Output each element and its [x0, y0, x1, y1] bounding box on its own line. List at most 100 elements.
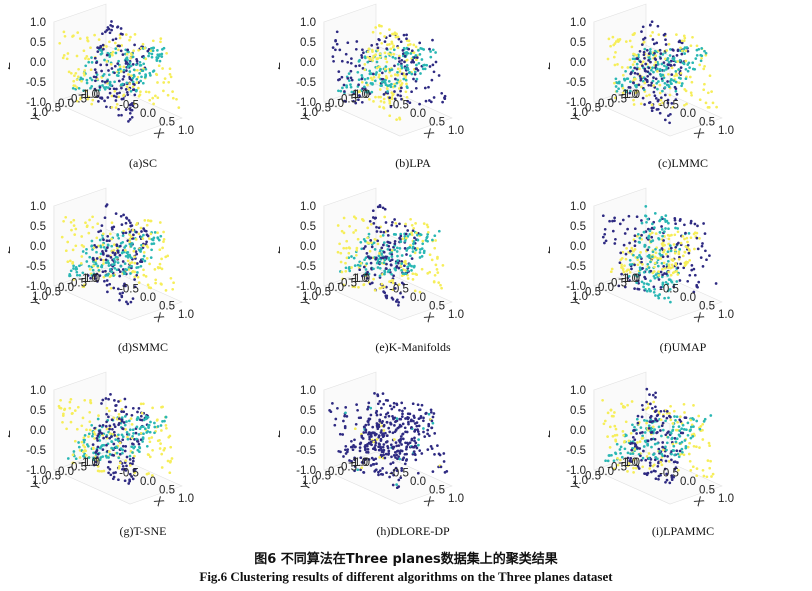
point-cluster_3 [370, 241, 373, 244]
point-cluster_2 [427, 412, 431, 416]
point-cluster_3 [372, 54, 375, 58]
point-cluster_3 [345, 239, 349, 243]
point-cluster_3 [167, 80, 171, 84]
point-cluster_2 [149, 256, 153, 259]
point-cluster_2 [657, 237, 661, 241]
point-cluster_2 [135, 88, 138, 92]
point-cluster_1 [386, 399, 390, 402]
x-tick-label: 0.0 [410, 108, 426, 120]
point-cluster_1 [136, 410, 139, 414]
point-cluster_3 [155, 73, 159, 77]
point-cluster_2 [395, 81, 399, 85]
point-cluster_2 [78, 264, 81, 268]
point-cluster_1 [103, 279, 106, 283]
point-cluster_3 [662, 448, 665, 452]
point-cluster_1 [98, 274, 102, 277]
point-cluster_2 [417, 438, 420, 441]
point-cluster_1 [360, 435, 364, 439]
point-cluster_1 [101, 79, 104, 83]
point-cluster_1 [134, 431, 138, 435]
point-cluster_2 [406, 51, 410, 55]
point-cluster_3 [146, 219, 150, 222]
point-cluster_2 [663, 81, 667, 85]
point-cluster_3 [674, 263, 678, 267]
point-cluster_2 [151, 238, 155, 242]
point-cluster_1 [690, 264, 694, 267]
point-cluster_3 [711, 472, 715, 476]
point-cluster_3 [378, 24, 381, 28]
point-cluster_3 [611, 35, 615, 39]
point-cluster_1 [672, 49, 675, 52]
point-cluster_1 [654, 417, 657, 421]
point-cluster_1 [603, 232, 607, 236]
y-tick-label: -1.0 [350, 89, 370, 101]
point-cluster_3 [413, 289, 417, 293]
point-cluster_3 [149, 49, 153, 53]
point-cluster_1 [121, 231, 125, 235]
x-tick-label: -0.5 [119, 100, 139, 112]
point-cluster_1 [427, 424, 431, 428]
point-cluster_1 [121, 444, 125, 448]
point-cluster_1 [358, 268, 362, 272]
point-cluster_1 [416, 471, 420, 475]
point-cluster_1 [382, 453, 385, 457]
point-cluster_2 [660, 275, 664, 279]
point-cluster_3 [422, 222, 426, 225]
point-cluster_3 [141, 244, 145, 247]
point-cluster_2 [114, 47, 118, 50]
point-cluster_1 [344, 52, 348, 56]
point-cluster_1 [658, 48, 662, 52]
point-cluster_3 [621, 91, 625, 95]
point-cluster_3 [163, 447, 167, 450]
point-cluster_1 [117, 422, 121, 425]
point-cluster_3 [434, 263, 438, 267]
point-cluster_1 [431, 63, 435, 67]
point-cluster_3 [120, 44, 124, 47]
point-cluster_2 [396, 254, 399, 258]
point-cluster_1 [667, 430, 670, 434]
point-cluster_1 [144, 229, 148, 233]
point-cluster_2 [101, 455, 105, 458]
point-cluster_1 [331, 46, 335, 49]
z-tick-label: -0.5 [296, 77, 316, 89]
point-cluster_1 [125, 300, 128, 304]
point-cluster_3 [387, 52, 390, 56]
point-cluster_1 [637, 467, 641, 470]
point-cluster_3 [699, 424, 703, 428]
point-cluster_3 [82, 436, 86, 440]
point-cluster_1 [617, 284, 621, 288]
point-cluster_3 [667, 42, 671, 46]
point-cluster_1 [429, 100, 433, 104]
point-cluster_3 [709, 459, 712, 463]
point-cluster_1 [669, 112, 672, 116]
point-cluster_3 [84, 454, 88, 457]
point-cluster_3 [698, 98, 702, 102]
point-cluster_3 [667, 460, 671, 463]
z-tick-label: 0.0 [300, 241, 316, 253]
point-cluster_3 [378, 88, 382, 91]
point-cluster_3 [611, 434, 615, 438]
point-cluster_1 [119, 214, 123, 218]
point-cluster_3 [151, 406, 154, 410]
point-cluster_2 [153, 425, 157, 429]
point-cluster_3 [641, 263, 644, 266]
point-cluster_3 [143, 46, 147, 50]
point-cluster_1 [399, 237, 402, 241]
point-cluster_1 [665, 410, 669, 413]
point-cluster_3 [83, 69, 87, 72]
point-cluster_1 [344, 100, 348, 103]
point-cluster_3 [101, 232, 105, 236]
point-cluster_2 [630, 262, 634, 266]
point-cluster_2 [116, 74, 120, 78]
point-cluster_2 [111, 447, 115, 450]
scatter-3d-plot: 1.00.50.0-0.5-1.0Z1.00.50.0-0.5-1.0Y-0.5… [8, 187, 194, 325]
point-cluster_2 [614, 452, 618, 456]
point-cluster_1 [130, 224, 134, 227]
x-tick-label: 0.5 [429, 485, 445, 497]
point-cluster_2 [92, 458, 95, 462]
point-cluster_2 [380, 84, 383, 87]
point-cluster_2 [89, 76, 92, 80]
y-tick-label: 0.5 [585, 471, 601, 483]
point-cluster_2 [704, 51, 708, 55]
point-cluster_1 [133, 83, 136, 86]
